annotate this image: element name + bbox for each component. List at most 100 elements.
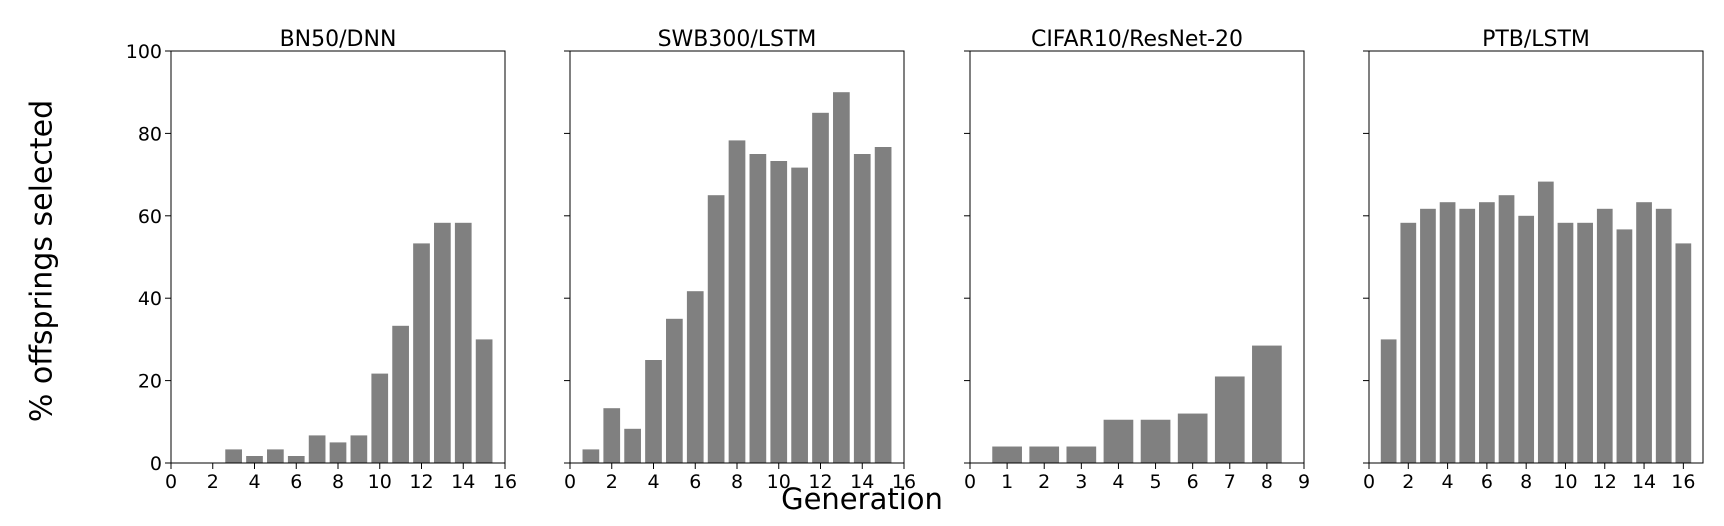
x-tick-label: 8: [731, 471, 743, 493]
bar: [770, 161, 788, 463]
x-tick-label: 10: [1553, 471, 1577, 493]
bar: [1029, 446, 1060, 463]
x-tick-label: 14: [1632, 471, 1656, 493]
bar: [1439, 202, 1456, 463]
x-tick-label: 2: [1402, 471, 1414, 493]
x-tick-label: 10: [368, 471, 392, 493]
x-tick-label: 14: [850, 471, 874, 493]
bar: [686, 291, 704, 463]
bar: [413, 243, 430, 463]
bar: [434, 222, 451, 463]
x-tick-label: 4: [647, 471, 659, 493]
bar: [246, 456, 263, 463]
bar: [1518, 215, 1535, 463]
x-tick-label: 0: [1363, 471, 1375, 493]
x-tick-label: 6: [290, 471, 302, 493]
bar: [1066, 446, 1097, 463]
bar: [350, 435, 368, 463]
y-axis-label: % offsprings selected: [24, 99, 60, 423]
chart-title: PTB/LSTM: [1482, 27, 1590, 52]
x-tick-label: 12: [808, 471, 832, 493]
y-tick-label: 100: [126, 41, 162, 63]
bar: [1459, 208, 1476, 463]
chart-title: BN50/DNN: [280, 27, 397, 52]
bar: [1596, 208, 1613, 463]
x-tick-label: 0: [564, 471, 576, 493]
bar: [645, 360, 662, 463]
y-tick-label: 40: [138, 288, 162, 310]
x-tick-label: 6: [689, 471, 701, 493]
bar: [308, 435, 326, 463]
bar: [454, 222, 472, 463]
plot-frame: [969, 50, 1305, 464]
x-tick-label: 0: [964, 471, 976, 493]
bar: [582, 449, 600, 463]
bar: [812, 112, 829, 464]
bar: [666, 318, 683, 463]
x-tick-label: 4: [1112, 471, 1124, 493]
x-tick-label: 7: [1224, 471, 1236, 493]
x-tick-label: 8: [332, 471, 344, 493]
x-tick-label: 6: [1187, 471, 1199, 493]
bar: [329, 442, 347, 463]
y-tick-label: 60: [138, 206, 162, 228]
bar: [1498, 195, 1515, 463]
y-tick-label: 20: [138, 371, 162, 393]
x-tick-label: 4: [248, 471, 260, 493]
bar: [475, 339, 493, 463]
bar: [1380, 339, 1397, 463]
x-tick-label: 12: [1593, 471, 1617, 493]
chart-title: SWB300/LSTM: [658, 27, 817, 52]
chart-title: CIFAR10/ResNet-20: [1031, 27, 1243, 52]
y-tick-label: 0: [150, 453, 162, 475]
x-tick-label: 12: [409, 471, 433, 493]
bar: [392, 325, 409, 463]
x-tick-label: 2: [1038, 471, 1050, 493]
bar: [287, 456, 305, 463]
bar: [1252, 345, 1282, 463]
x-tick-label: 0: [165, 471, 177, 493]
bar: [1420, 208, 1436, 463]
bar: [791, 167, 808, 463]
x-tick-label: 9: [1298, 471, 1310, 493]
bar: [1537, 181, 1554, 463]
x-tick-label: 5: [1150, 471, 1162, 493]
bar: [1655, 208, 1672, 463]
bar: [874, 147, 892, 463]
x-tick-label: 1: [1001, 471, 1013, 493]
bar: [992, 446, 1022, 463]
bar: [707, 195, 725, 463]
x-tick-label: 16: [1671, 471, 1695, 493]
plot-frame: [1368, 50, 1704, 464]
bar: [603, 408, 621, 463]
bar: [1103, 419, 1134, 463]
bar: [749, 154, 767, 463]
x-tick-label: 3: [1075, 471, 1087, 493]
y-tick-label: 80: [138, 123, 162, 145]
bar: [1214, 376, 1245, 463]
x-tick-label: 14: [451, 471, 475, 493]
bar: [853, 154, 871, 463]
x-tick-label: 2: [207, 471, 219, 493]
bar: [1577, 222, 1593, 463]
x-tick-label: 10: [767, 471, 791, 493]
x-tick-label: 8: [1261, 471, 1273, 493]
x-tick-label: 16: [493, 471, 517, 493]
bar: [1557, 222, 1574, 463]
bar: [624, 428, 641, 463]
bar: [1675, 243, 1692, 463]
x-tick-label: 6: [1481, 471, 1493, 493]
x-axis-label: Generation: [781, 482, 943, 516]
x-tick-label: 4: [1442, 471, 1454, 493]
bar: [833, 92, 850, 463]
bar: [1140, 419, 1171, 463]
bar: [1636, 202, 1652, 463]
bar: [371, 373, 389, 463]
bar: [1177, 413, 1208, 463]
bar: [1400, 222, 1417, 463]
bar: [728, 140, 746, 463]
bar: [1479, 202, 1495, 463]
x-tick-label: 8: [1520, 471, 1532, 493]
